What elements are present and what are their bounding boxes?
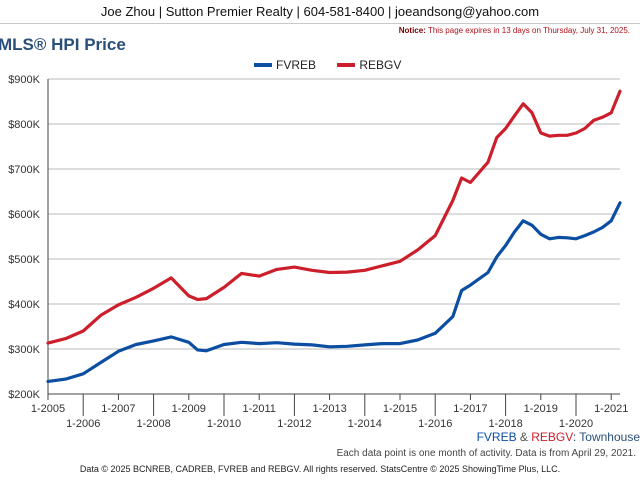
header-bar: Joe Zhou | Sutton Premier Realty | 604-5… xyxy=(0,0,640,24)
y-tick-label: $200K xyxy=(8,389,40,401)
x-tick-label: 1-2019 xyxy=(524,403,558,415)
legend-item-fvreb: FVREB xyxy=(254,58,316,72)
series-line-rebgv xyxy=(46,89,622,345)
x-tick-label: 1-2010 xyxy=(207,418,241,430)
y-tick-label: $700K xyxy=(8,164,40,176)
x-tick-label: 1-2013 xyxy=(312,403,346,415)
y-tick-label: $600K xyxy=(8,209,40,221)
y-tick-label: $400K xyxy=(8,299,40,311)
x-tick-label: 1-2007 xyxy=(101,403,135,415)
agent-contact: Joe Zhou | Sutton Premier Realty | 604-5… xyxy=(100,4,540,19)
area-property-type: : Townhouse xyxy=(572,430,640,444)
expiry-notice: Notice: This page expires in 13 days on … xyxy=(399,26,630,35)
grid-lines xyxy=(48,78,620,395)
x-tick-label: 1-2021 xyxy=(594,403,628,415)
area-description: FVREB & REBGV: Townhouse xyxy=(477,430,640,444)
chart-legend: FVREB REBGV xyxy=(254,58,419,72)
area-amp: & xyxy=(516,430,532,444)
legend-label-fvreb: FVREB xyxy=(276,58,317,72)
x-tick-label: 1-2018 xyxy=(488,418,522,430)
x-tick-label: 1-2017 xyxy=(453,403,487,415)
area-series-rebgv: REBGV xyxy=(531,430,573,444)
x-tick-label: 1-2011 xyxy=(242,403,275,415)
series-lines xyxy=(46,89,622,383)
legend-swatch-fvreb xyxy=(254,62,272,67)
x-tick-label: 1-2016 xyxy=(418,418,452,430)
notice-label: Notice: xyxy=(398,26,426,35)
y-tick-label: $800K xyxy=(8,119,40,131)
x-tick-label: 1-2015 xyxy=(383,403,417,415)
y-tick-label: $900K xyxy=(8,74,40,86)
notice-text: This page expires in 13 days on Thursday… xyxy=(427,26,630,35)
x-tick-label: 1-2008 xyxy=(136,418,170,430)
legend-swatch-rebgv xyxy=(337,62,356,67)
legend-label-rebgv: REBGV xyxy=(359,58,402,72)
area-series-fvreb: FVREB xyxy=(476,430,517,444)
y-tick-label: $300K xyxy=(8,344,40,356)
x-tick-labels: 1-2005 1-2007 1-2009 1-2011 1-2013 1-2015 1-20… xyxy=(31,403,628,430)
data-note: Each data point is one month of activity… xyxy=(336,448,636,459)
x-tick-label: 1-2009 xyxy=(172,403,206,415)
y-tick-label: $500K xyxy=(8,254,40,266)
x-tick-label: 1-2012 xyxy=(277,418,311,430)
copyright: Data © 2025 BCNREB, CADREB, FVREB and RE… xyxy=(79,464,561,474)
x-tick-label: 1-2020 xyxy=(559,418,593,430)
chart-title: MLS® HPI Price xyxy=(0,35,126,54)
x-tick-label: 1-2014 xyxy=(348,418,382,430)
series-line-fvreb xyxy=(46,201,622,383)
legend-item-rebgv: REBGV xyxy=(337,58,401,72)
y-tick-labels: $200K $300K $400K $500K $600K $700K $800K $900K xyxy=(8,74,40,401)
x-tick-label: 1-2005 xyxy=(31,403,65,415)
axes xyxy=(47,79,620,416)
x-tick-label: 1-2006 xyxy=(66,418,100,430)
